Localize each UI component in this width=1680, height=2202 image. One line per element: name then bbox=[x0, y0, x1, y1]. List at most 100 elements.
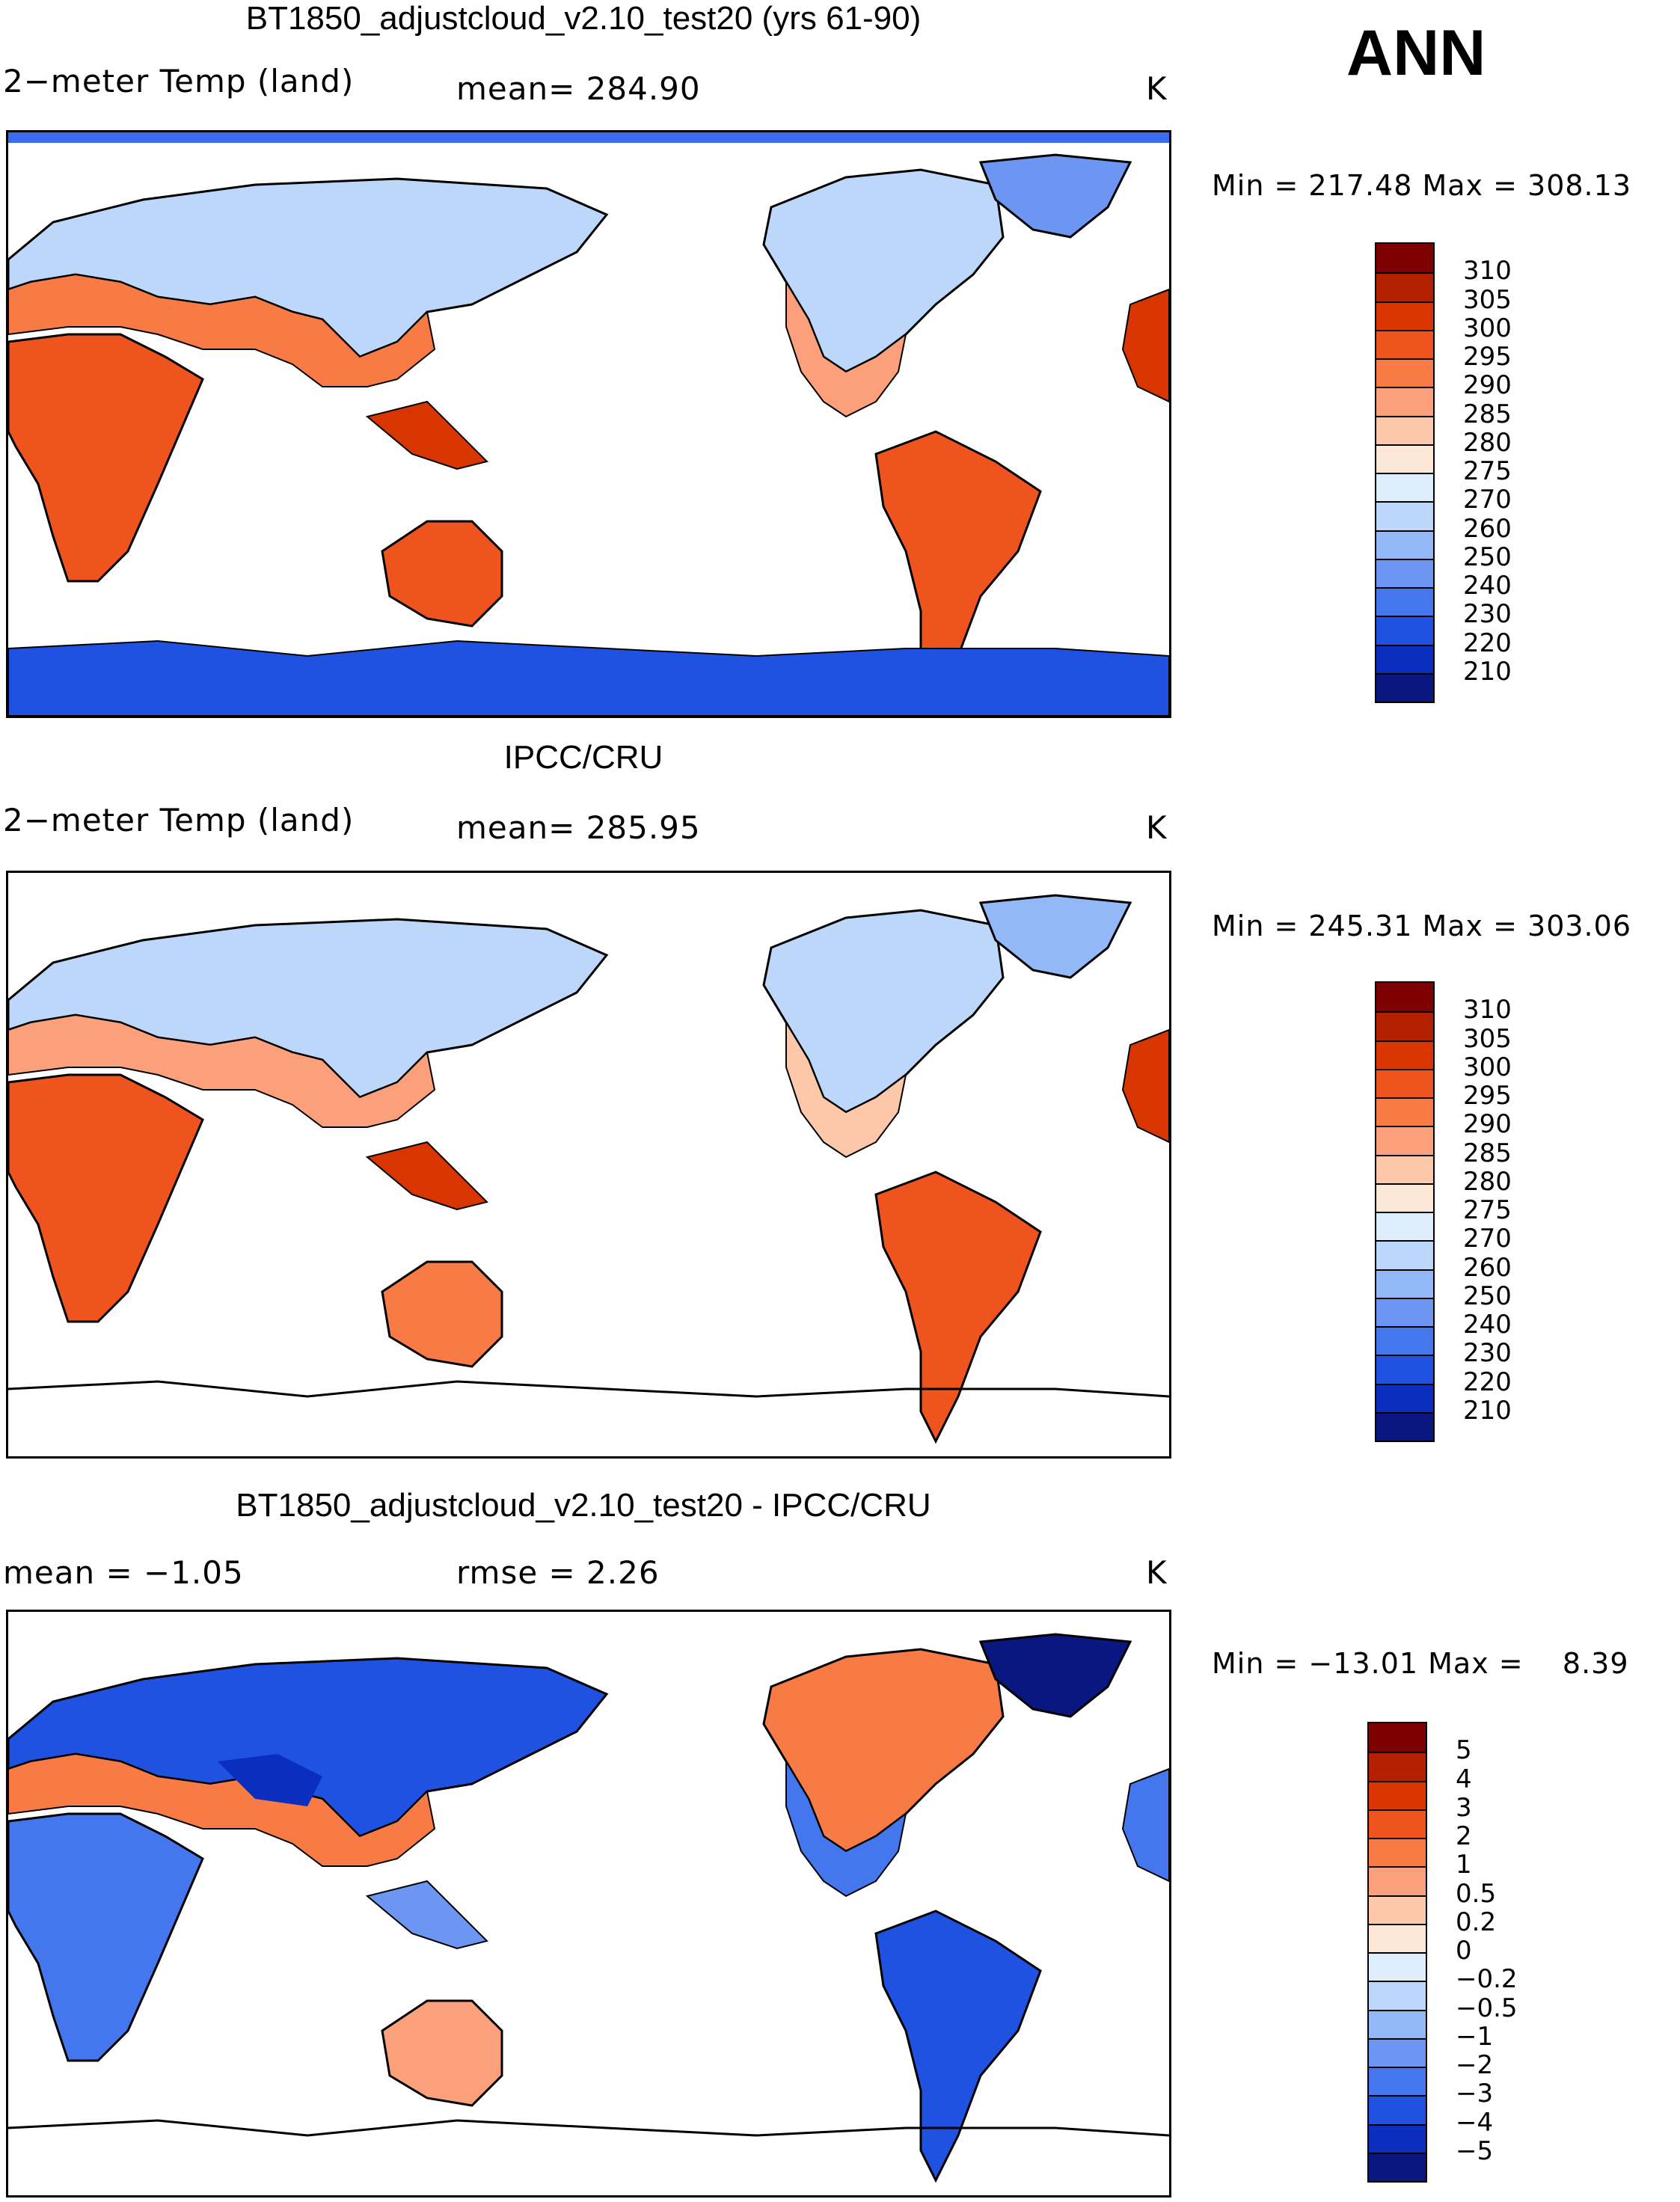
colorbar-box bbox=[1376, 1326, 1433, 1355]
colorbar-box bbox=[1376, 1383, 1433, 1412]
panel2-units: K bbox=[1146, 809, 1168, 846]
panel2-usa bbox=[785, 1019, 907, 1159]
panel2-min-max: Min = 245.31 Max = 303.06 bbox=[1212, 910, 1631, 942]
colorbar-box bbox=[1376, 1097, 1433, 1126]
colorbar-box bbox=[1369, 1923, 1426, 1952]
colorbar-box bbox=[1376, 501, 1433, 530]
colorbar-box bbox=[1369, 1866, 1426, 1895]
colorbar-label: 260 bbox=[1463, 1252, 1512, 1283]
season-label: ANN bbox=[1346, 17, 1486, 89]
colorbar-label: 210 bbox=[1463, 1395, 1512, 1426]
colorbar-box bbox=[1376, 530, 1433, 559]
panel1-colorbar bbox=[1375, 242, 1435, 703]
colorbar-label: 305 bbox=[1463, 1023, 1512, 1054]
colorbar-label: 220 bbox=[1463, 628, 1512, 658]
colorbar-label: 305 bbox=[1463, 284, 1512, 315]
colorbar-box bbox=[1376, 444, 1433, 473]
colorbar-label: 3 bbox=[1456, 1792, 1472, 1823]
panel2-africa bbox=[8, 1073, 204, 1323]
panel2-south-america bbox=[874, 1171, 1042, 1444]
panel2-australia bbox=[381, 1260, 503, 1368]
colorbar-label: 1 bbox=[1456, 1850, 1472, 1880]
panel3-tibet bbox=[218, 1754, 322, 1806]
colorbar-box bbox=[1369, 1752, 1426, 1781]
panel3-greenland bbox=[978, 1633, 1132, 1718]
panel1-title: BT1850_adjustcloud_v2.10_test20 (yrs 61-… bbox=[245, 0, 922, 37]
panel2-africa-edge bbox=[1121, 1028, 1169, 1144]
panel3-mean-label: mean = −1.05 bbox=[3, 1554, 244, 1591]
colorbar-box bbox=[1376, 1355, 1433, 1384]
colorbar-box bbox=[1376, 1269, 1433, 1298]
colorbar-box bbox=[1376, 1212, 1433, 1241]
panel3-south-america bbox=[874, 1910, 1042, 2183]
colorbar-label: 0.5 bbox=[1456, 1878, 1497, 1909]
colorbar-box bbox=[1376, 644, 1433, 673]
colorbar-box bbox=[1376, 272, 1433, 301]
colorbar-box bbox=[1369, 2009, 1426, 2038]
panel3-rmse-label: rmse = 2.26 bbox=[456, 1554, 660, 1591]
colorbar-box bbox=[1369, 1981, 1426, 2010]
colorbar-label: 280 bbox=[1463, 1166, 1512, 1197]
panel1-australia bbox=[381, 520, 503, 628]
colorbar-label: 210 bbox=[1463, 656, 1512, 687]
colorbar-label: −2 bbox=[1456, 2050, 1494, 2080]
colorbar-box bbox=[1376, 358, 1433, 387]
colorbar-label: 270 bbox=[1463, 485, 1512, 515]
colorbar-box bbox=[1369, 1895, 1426, 1924]
colorbar-label: 295 bbox=[1463, 342, 1512, 372]
colorbar-box bbox=[1376, 672, 1433, 702]
panel3-title: BT1850_adjustcloud_v2.10_test20 - IPCC/C… bbox=[236, 1487, 931, 1524]
panel1-south-asia bbox=[8, 273, 436, 387]
panel3-maritime-asia bbox=[365, 1880, 488, 1950]
panel1-mean-label: mean= 284.90 bbox=[456, 70, 701, 107]
colorbar-box bbox=[1376, 301, 1433, 330]
colorbar-label: −0.2 bbox=[1456, 1964, 1518, 1995]
panel2-colorbar bbox=[1375, 981, 1435, 1442]
panel3-map bbox=[6, 1610, 1171, 2198]
panel2-variable-label: 2−meter Temp (land) bbox=[3, 802, 355, 838]
colorbar-box bbox=[1369, 1952, 1426, 1981]
colorbar-label: 220 bbox=[1463, 1367, 1512, 1397]
colorbar-label: 275 bbox=[1463, 456, 1512, 486]
colorbar-label: −5 bbox=[1456, 2135, 1494, 2166]
colorbar-box bbox=[1376, 558, 1433, 587]
panel3-colorbar bbox=[1367, 1722, 1427, 2183]
colorbar-label: 250 bbox=[1463, 542, 1512, 572]
panel2-greenland bbox=[978, 894, 1132, 979]
colorbar-label: 300 bbox=[1463, 313, 1512, 343]
panel1-africa bbox=[8, 333, 204, 583]
colorbar-box bbox=[1376, 1040, 1433, 1069]
colorbar-box bbox=[1376, 1126, 1433, 1155]
panel3-usa bbox=[785, 1758, 907, 1898]
colorbar-box bbox=[1376, 387, 1433, 416]
panel2-map bbox=[6, 871, 1171, 1459]
colorbar-box bbox=[1376, 1297, 1433, 1326]
colorbar-box bbox=[1376, 1411, 1433, 1441]
panel1-usa bbox=[785, 279, 907, 418]
panel2-mean-label: mean= 285.95 bbox=[456, 809, 701, 846]
panel3-africa-edge bbox=[1121, 1767, 1169, 1883]
colorbar-box bbox=[1369, 2095, 1426, 2124]
panel2-antarctica-outline bbox=[8, 1380, 1169, 1398]
colorbar-label: 310 bbox=[1463, 256, 1512, 286]
colorbar-box bbox=[1376, 1154, 1433, 1183]
panel1-arctic-band bbox=[8, 132, 1169, 143]
colorbar-box bbox=[1376, 1011, 1433, 1040]
colorbar-label: 270 bbox=[1463, 1224, 1512, 1254]
colorbar-box bbox=[1376, 616, 1433, 645]
colorbar-label: 310 bbox=[1463, 995, 1512, 1025]
colorbar-label: 275 bbox=[1463, 1195, 1512, 1225]
colorbar-label: 250 bbox=[1463, 1281, 1512, 1311]
panel1-greenland bbox=[978, 153, 1132, 239]
colorbar-label: −1 bbox=[1456, 2021, 1494, 2052]
panel3-units: K bbox=[1146, 1554, 1168, 1591]
colorbar-box bbox=[1376, 415, 1433, 444]
colorbar-label: −3 bbox=[1456, 2079, 1494, 2109]
panel1-units: K bbox=[1146, 70, 1168, 107]
colorbar-box bbox=[1369, 1838, 1426, 1867]
colorbar-box bbox=[1369, 2067, 1426, 2096]
panel1-africa-edge bbox=[1121, 288, 1169, 403]
colorbar-label: 2 bbox=[1456, 1821, 1472, 1851]
panel1-variable-label: 2−meter Temp (land) bbox=[3, 63, 355, 99]
colorbar-label: 0.2 bbox=[1456, 1907, 1497, 1937]
